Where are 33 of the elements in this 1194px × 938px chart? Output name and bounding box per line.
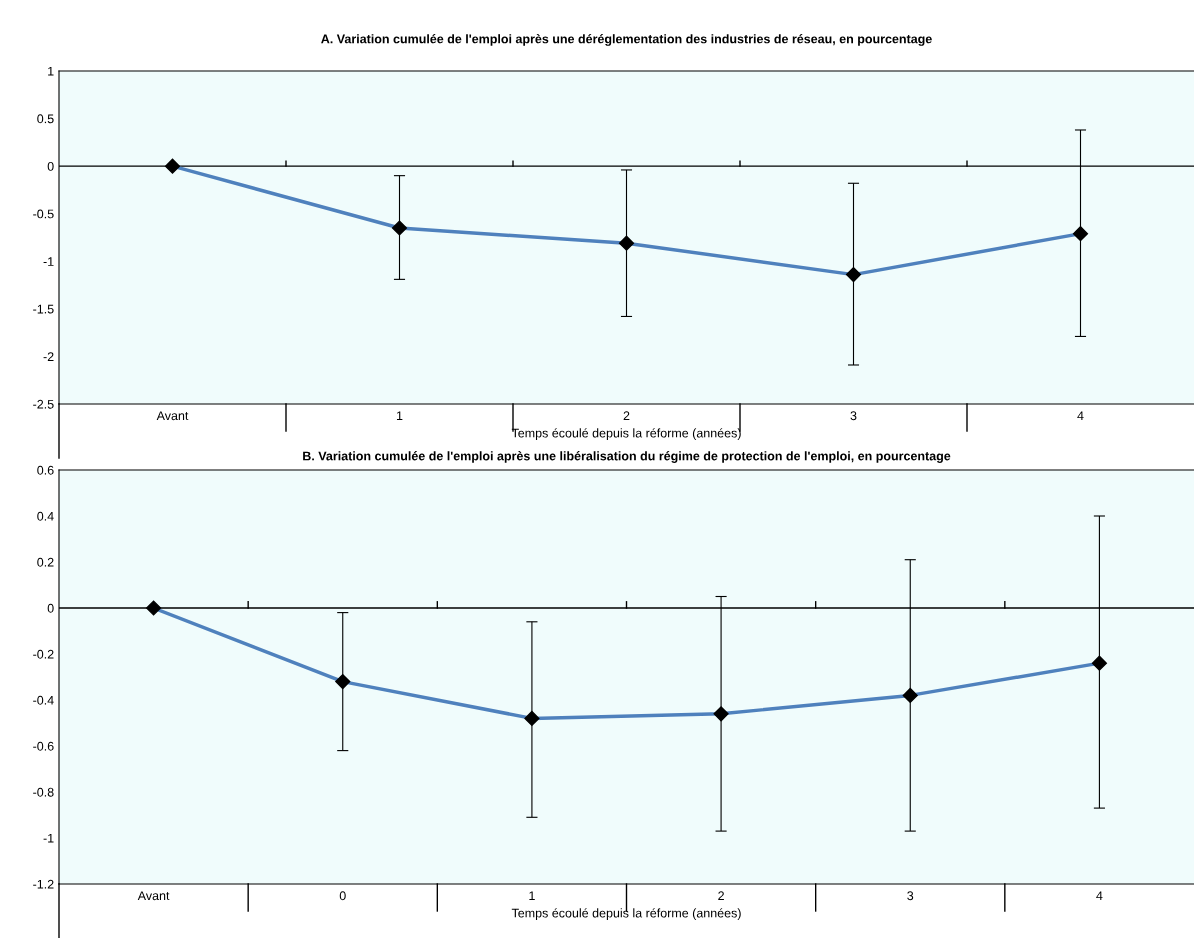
x-tick-label: 2 bbox=[623, 411, 630, 420]
y-tick-label: -1.2 bbox=[33, 879, 54, 889]
chart-title: B. Variation cumulée de l'emploi après une libéralisation du régime de protection de l'emploi, en pourcentage bbox=[303, 451, 951, 463]
x-tick-label: 4 bbox=[1096, 891, 1103, 900]
y-tick-label: 0.5 bbox=[37, 114, 54, 124]
y-tick-label: -2 bbox=[43, 352, 54, 361]
x-tick-label: 2 bbox=[718, 891, 724, 900]
x-axis-title: Temps écoulé depuis la réforme (années) bbox=[511, 428, 741, 440]
y-tick-label: -0.4 bbox=[33, 695, 54, 705]
x-tick-label: 4 bbox=[1077, 411, 1084, 420]
x-tick-label: 3 bbox=[850, 411, 857, 421]
y-tick-label: -1 bbox=[43, 833, 54, 843]
y-tick-label: -0.5 bbox=[33, 209, 54, 219]
y-tick-label: 0.2 bbox=[37, 557, 54, 567]
x-tick-label: Avant bbox=[156, 411, 189, 421]
y-tick-label: 1 bbox=[48, 66, 54, 76]
y-tick-label: -0.8 bbox=[33, 787, 54, 797]
y-tick-label: -1.5 bbox=[33, 304, 54, 314]
y-tick-label: 0 bbox=[47, 161, 54, 171]
y-tick-label: 0.4 bbox=[37, 511, 54, 521]
x-axis-title: Temps écoulé depuis la réforme (années) bbox=[511, 908, 741, 920]
x-tick-label: 1 bbox=[529, 891, 535, 900]
y-tick-label: 0.6 bbox=[37, 465, 54, 475]
y-tick-label: -2.5 bbox=[33, 399, 54, 409]
y-tick-label: -0.2 bbox=[33, 649, 54, 659]
x-tick-label: Avant bbox=[137, 891, 170, 901]
y-tick-label: -0.6 bbox=[33, 741, 54, 751]
x-tick-label: 0 bbox=[339, 891, 346, 901]
x-tick-label: 3 bbox=[907, 891, 914, 901]
y-tick-label: 0 bbox=[47, 603, 54, 613]
y-tick-label: -1 bbox=[43, 257, 54, 266]
x-tick-label: 1 bbox=[396, 411, 403, 420]
chart-title: A. Variation cumulée de l'emploi après une déréglementation des industries de réseau, en pourcentage bbox=[321, 34, 932, 46]
